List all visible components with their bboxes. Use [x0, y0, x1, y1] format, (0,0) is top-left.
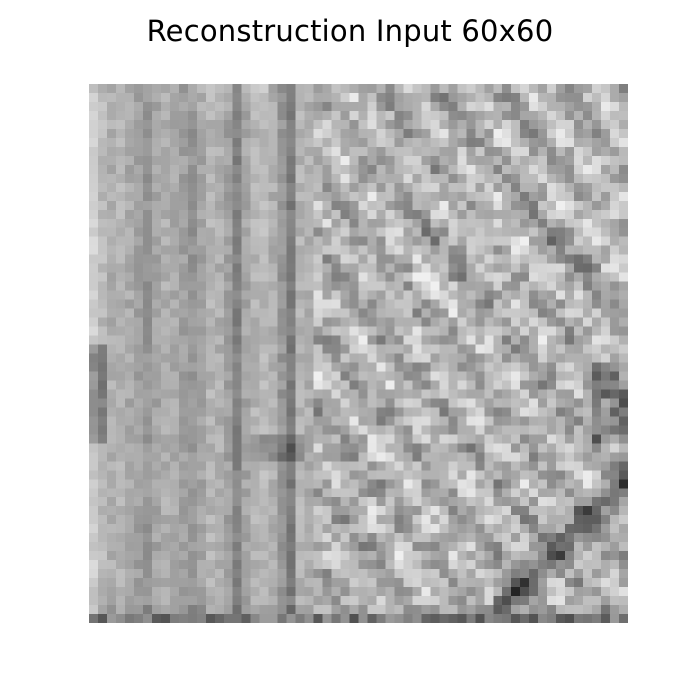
figure-title: Reconstruction Input 60x60	[0, 14, 700, 48]
reconstruction-input-image	[89, 84, 628, 623]
pixel-grid	[89, 84, 628, 623]
